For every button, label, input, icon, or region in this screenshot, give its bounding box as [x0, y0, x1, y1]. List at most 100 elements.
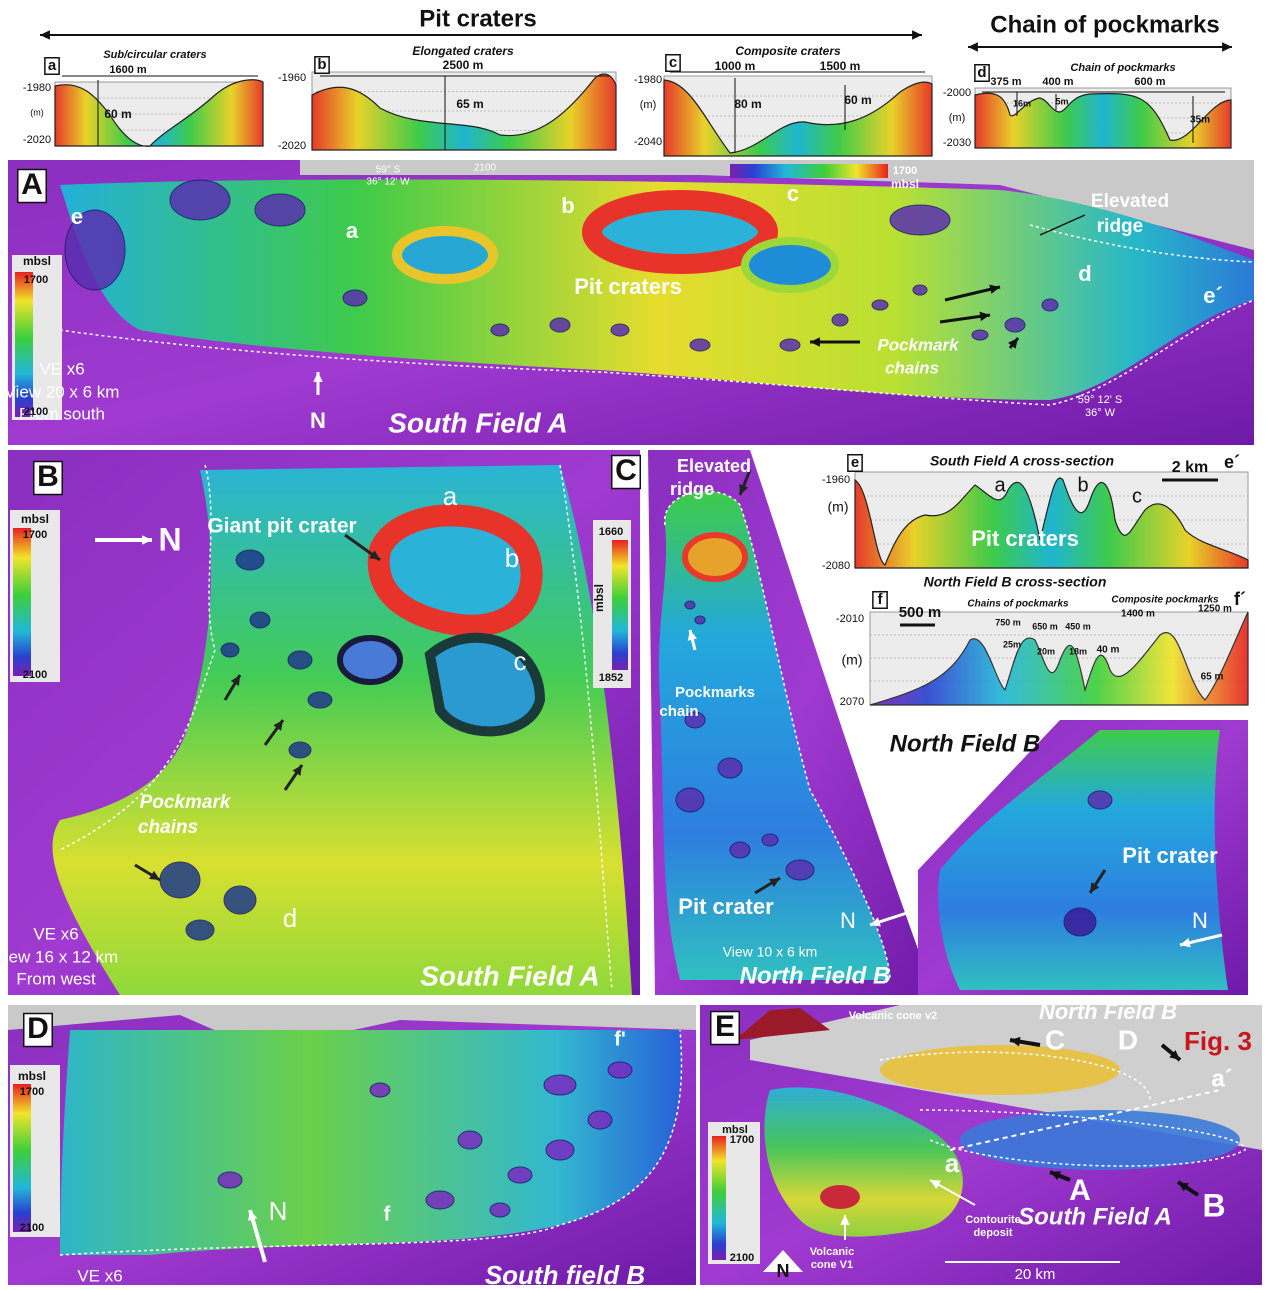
label: cone V1 — [811, 1259, 853, 1271]
label: 35m — [1190, 115, 1210, 126]
label: mbsl — [21, 512, 49, 526]
crater — [676, 788, 704, 812]
label: 2100 — [23, 669, 47, 681]
crater — [1088, 791, 1112, 809]
crater — [913, 285, 927, 295]
label: 1400 m — [1121, 609, 1155, 620]
crater — [1042, 299, 1058, 311]
label: a — [994, 474, 1006, 496]
label: b — [561, 193, 574, 218]
label: c — [787, 181, 799, 206]
crater — [762, 834, 778, 846]
label: 25m — [1003, 639, 1021, 649]
label: Pit crater — [678, 894, 774, 919]
crater — [370, 1083, 390, 1097]
label: Volcanic — [810, 1246, 854, 1258]
label: 1700 — [20, 1086, 44, 1098]
crater — [343, 290, 367, 306]
label: 2100 — [474, 163, 497, 174]
label: 2100 — [20, 1222, 44, 1234]
crater — [550, 318, 570, 332]
label: Pit craters — [419, 5, 536, 32]
label: -1980 — [634, 74, 662, 86]
crater — [780, 339, 800, 351]
label: (m) — [828, 499, 849, 515]
label: 65 m — [456, 97, 483, 111]
crater — [685, 601, 695, 609]
label: Sub/circular craters — [103, 49, 206, 61]
label: e — [71, 204, 83, 229]
label: 2100 — [24, 406, 48, 418]
label: a — [945, 1148, 960, 1178]
label: 2100 — [730, 1252, 754, 1264]
label: 5m — [1055, 96, 1068, 106]
crater — [832, 314, 848, 326]
label: (m) — [842, 652, 863, 668]
figure: Pit craters Chain of pockmarks a Sub/circul… — [0, 0, 1266, 1290]
label: Pockmarks — [675, 684, 755, 701]
label: 1700 — [24, 274, 48, 286]
label: b — [1077, 474, 1088, 496]
crater — [718, 758, 742, 778]
crater — [186, 920, 214, 940]
label: f´ — [1234, 589, 1246, 609]
arrow-head — [912, 30, 922, 40]
colorbar — [712, 1136, 726, 1260]
label: 400 m — [1042, 76, 1073, 88]
crater — [1005, 318, 1025, 332]
label: B — [1202, 1187, 1225, 1223]
label: -2020 — [278, 140, 306, 152]
volcanic-cone — [820, 1185, 860, 1209]
label: 40 m — [1097, 645, 1120, 656]
label: deposit — [973, 1227, 1012, 1239]
label: North Field B — [1039, 999, 1177, 1024]
label: Chain of pockmarks — [990, 11, 1219, 38]
label: 59° S — [376, 165, 401, 176]
label: Composite craters — [735, 44, 841, 58]
label: 1500 m — [820, 59, 861, 73]
label: South Field A — [388, 407, 567, 438]
crater — [730, 842, 750, 858]
crater-ring — [397, 231, 493, 279]
label: chains — [138, 817, 198, 838]
colorbar-unit: mbsl — [592, 584, 606, 612]
label: From west — [16, 969, 96, 988]
label: 1700 — [893, 165, 917, 177]
label: 2 km — [1172, 459, 1208, 476]
crater — [588, 1111, 612, 1129]
crater — [690, 339, 710, 351]
label: chain — [659, 703, 698, 720]
label: 375 m — [990, 76, 1021, 88]
label: 60 m — [104, 107, 131, 121]
label: 750 m — [995, 617, 1021, 627]
crater — [288, 651, 312, 669]
label: N — [840, 908, 856, 933]
label: Pit craters — [971, 526, 1079, 551]
crater — [695, 616, 705, 624]
label: a — [443, 481, 458, 511]
label: (m) — [30, 107, 44, 117]
label: View 10 x 6 km — [723, 944, 818, 960]
label: Chains of pockmarks — [967, 599, 1069, 610]
label: 450 m — [1065, 621, 1091, 631]
crater — [458, 1131, 482, 1149]
label: Pockmark — [877, 335, 960, 354]
label: -2000 — [943, 87, 971, 99]
label: 500 m — [899, 604, 942, 621]
colorbar — [13, 1084, 31, 1232]
label: South Field A — [420, 960, 599, 991]
crater — [289, 742, 311, 758]
label: View 20 x 6 km — [5, 382, 120, 401]
label: -2010 — [836, 613, 864, 625]
label: -2030 — [943, 137, 971, 149]
label: 1660 — [599, 526, 623, 538]
label: 1700 — [23, 529, 47, 541]
label: N — [269, 1196, 288, 1226]
panel-letter: c — [669, 54, 677, 71]
crater — [426, 1191, 454, 1209]
label: 36° W — [1085, 407, 1116, 419]
arrow-head — [40, 30, 50, 40]
label: N — [158, 521, 181, 557]
ridge-top — [685, 535, 745, 579]
label: N — [777, 1261, 790, 1281]
